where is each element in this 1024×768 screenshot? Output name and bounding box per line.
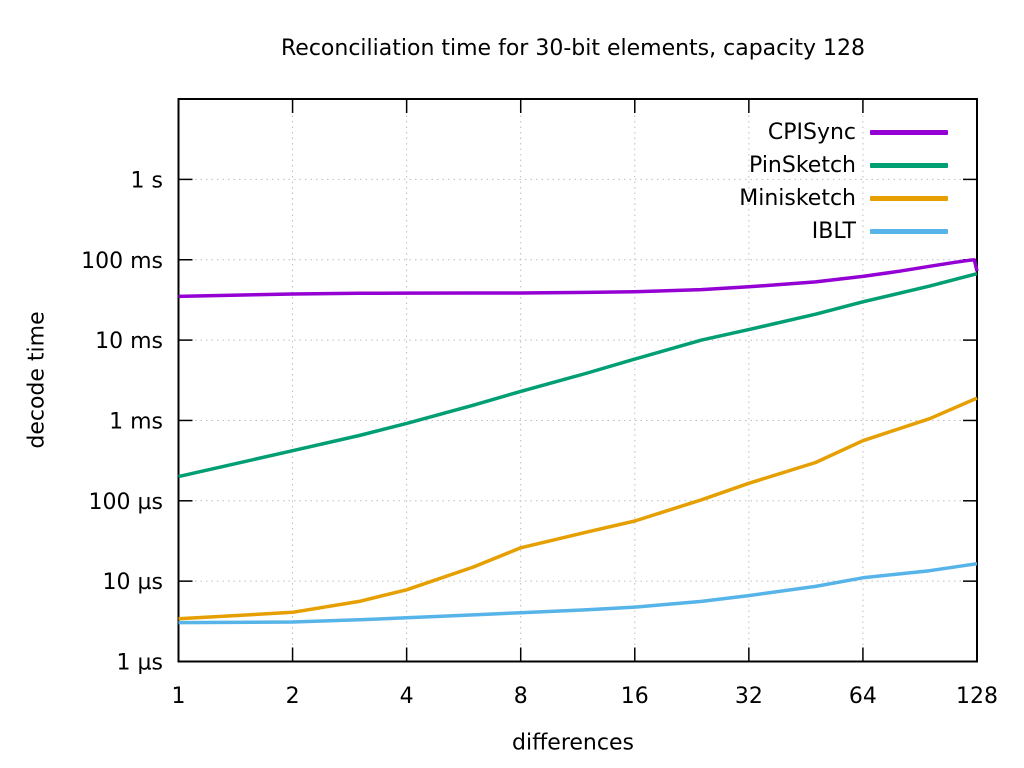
legend-label: Minisketch [739,186,856,211]
x-tick-label: 2 [286,684,300,709]
series-line-iblt [178,561,978,625]
series-line-cpisync [178,258,979,299]
series-line-pinsketch [178,272,978,479]
legend: CPISync PinSketch Minisketch IBLT [739,116,948,248]
y-tick-label: 100 ms [81,249,163,274]
legend-item-minisketch: Minisketch [739,182,948,215]
x-tick-label: 32 [735,684,763,709]
y-tick-label: 10 ms [95,329,163,354]
x-tick-label: 8 [514,684,528,709]
x-tick-label: 1 [172,684,186,709]
y-tick-label: 1 µs [117,651,163,676]
legend-label: CPISync [767,120,856,145]
series-line-minisketch [178,396,978,621]
plot-border [177,98,978,663]
legend-item-cpisync: CPISync [739,116,948,149]
legend-line-sample [870,196,948,201]
y-tick-label: 100 µs [89,490,163,515]
x-tick-label: 128 [956,684,998,709]
chart-title: Reconciliation time for 30-bit elements,… [281,36,865,61]
x-tick-label: 16 [621,684,649,709]
legend-item-iblt: IBLT [739,215,948,248]
y-tick-label: 10 µs [103,570,163,595]
x-tick-label: 64 [849,684,877,709]
y-tick-label: 1 s [131,168,163,193]
legend-line-sample [870,229,948,234]
legend-line-sample [870,163,948,168]
y-tick-label: 1 ms [109,409,163,434]
x-axis-title: differences [512,730,634,756]
legend-line-sample [870,130,948,135]
x-tick-label: 4 [400,684,414,709]
legend-item-pinsketch: PinSketch [739,149,948,182]
legend-label: IBLT [811,219,856,244]
legend-label: PinSketch [749,153,856,178]
